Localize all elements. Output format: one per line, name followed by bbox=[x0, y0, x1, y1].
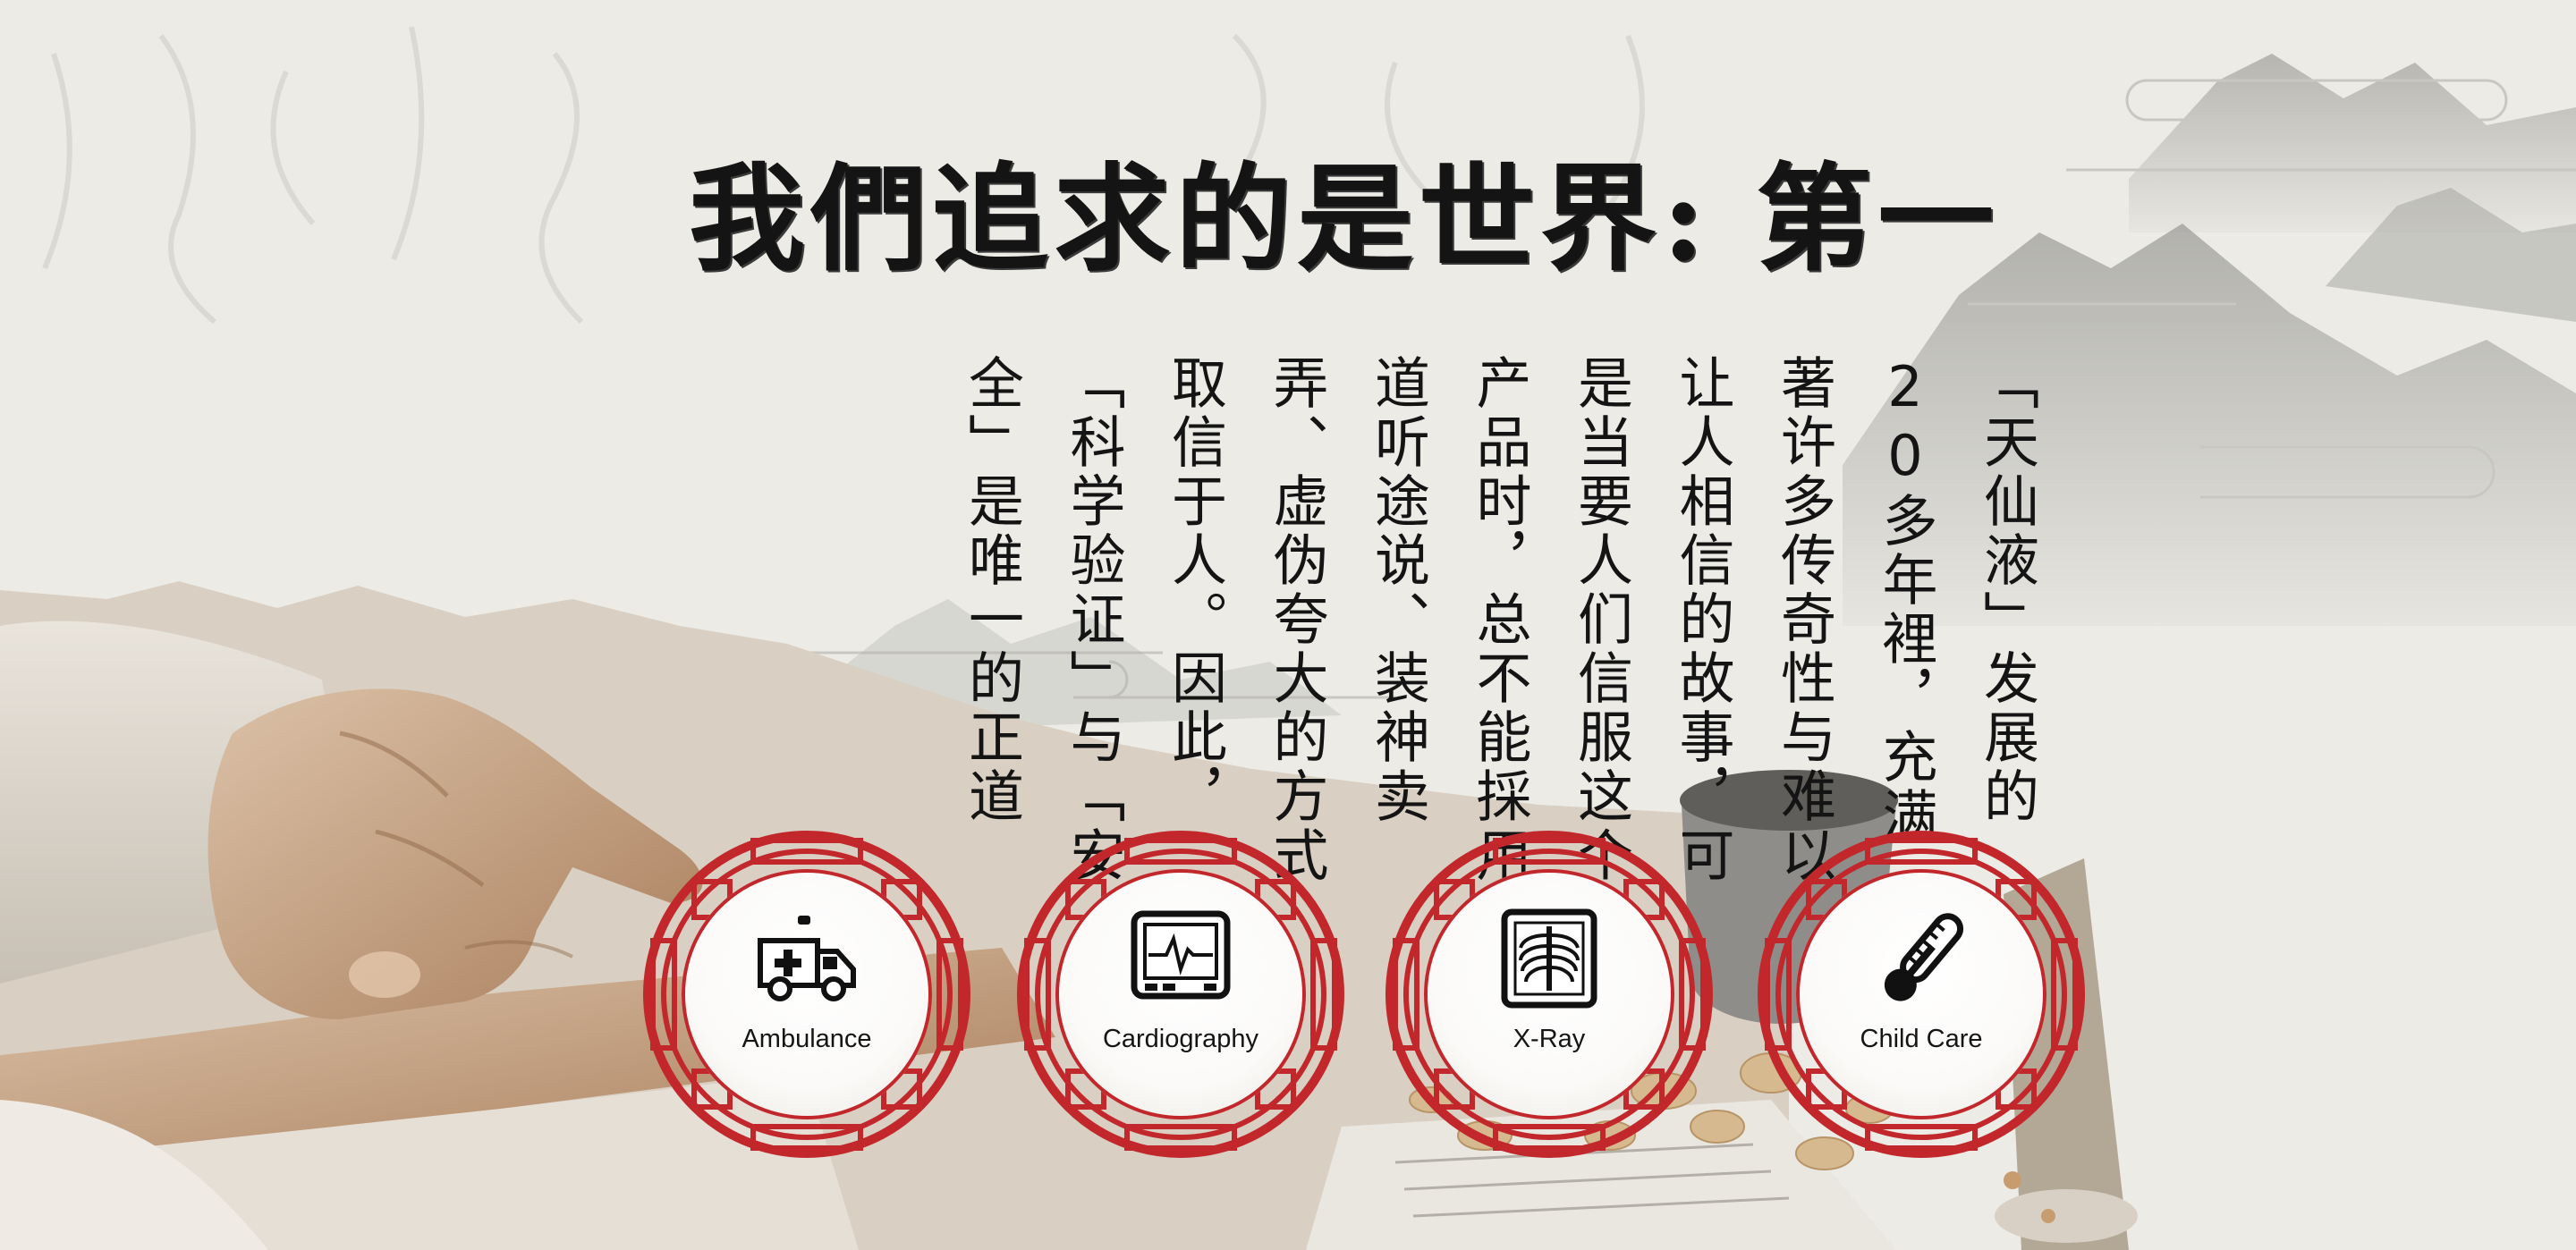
lattice-frame bbox=[1758, 831, 2085, 1158]
service-label: Ambulance bbox=[741, 1025, 872, 1053]
service-label: Child Care bbox=[1860, 1025, 1983, 1053]
cardiography-monitor-icon bbox=[1131, 910, 1231, 1000]
service-badge-ambulance[interactable]: Ambulance bbox=[640, 828, 973, 1161]
badge-disc bbox=[1796, 869, 2046, 1119]
headline: 我們追求的是世界: 第一 bbox=[689, 150, 2000, 287]
badge-disc bbox=[682, 869, 932, 1119]
thermometer-icon bbox=[1884, 913, 1964, 1001]
lattice-frame bbox=[1385, 831, 1713, 1158]
service-label: Cardiography bbox=[1102, 1025, 1259, 1053]
service-badge-cardiography[interactable]: Cardiography bbox=[1014, 828, 1347, 1161]
x-ray-ribcage-icon bbox=[1501, 908, 1597, 1009]
service-badge-child-care[interactable]: Child Care bbox=[1755, 828, 2088, 1161]
service-label: X-Ray bbox=[1513, 1025, 1586, 1053]
ambulance-icon bbox=[758, 916, 856, 1001]
service-badge-x-ray[interactable]: X-Ray bbox=[1383, 828, 1716, 1161]
lattice-frame bbox=[1017, 831, 1344, 1158]
body-paragraph-vertical: 「天仙液」发展的20多年裡，充满著许多传奇性与难以让人相信的故事，可是当要人们信… bbox=[959, 354, 2039, 885]
